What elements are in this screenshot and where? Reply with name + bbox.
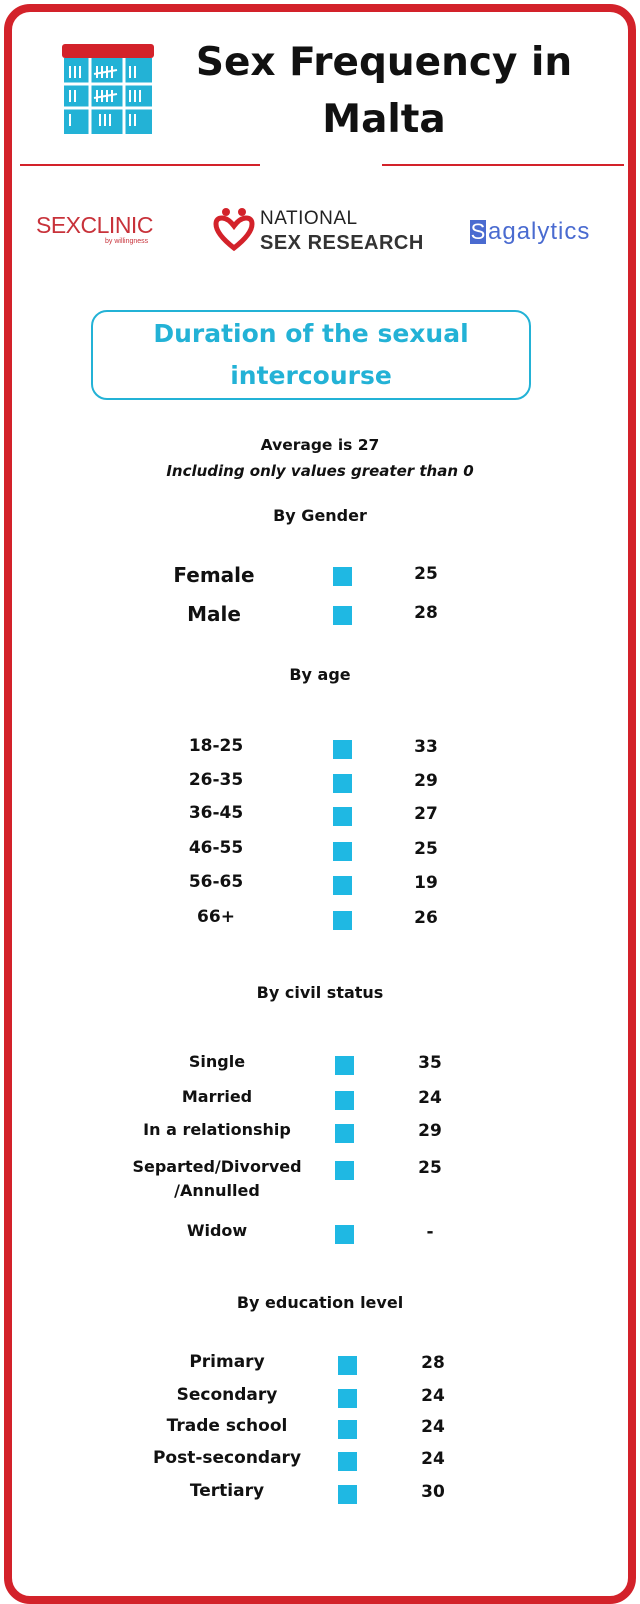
row-label-primary: Primary — [189, 1352, 265, 1372]
group-title-by-education-level: By education level — [236, 1293, 404, 1312]
row-marker-56-65 — [333, 876, 352, 895]
row-label-in-a-relationship: In a relationship — [143, 1120, 291, 1139]
row-label-18-25: 18-25 — [188, 736, 244, 756]
row-marker-tertiary — [338, 1485, 357, 1504]
row-marker-18-25 — [333, 740, 352, 759]
row-marker-post-secondary — [338, 1452, 357, 1471]
row-value-46-55: 25 — [414, 839, 438, 859]
row-label-post-secondary: Post-secondary — [152, 1448, 302, 1468]
row-label-46-55: 46-55 — [188, 838, 244, 858]
row-value-26-35: 29 — [414, 771, 438, 791]
sagalytics-logo-text: agalytics — [488, 218, 591, 245]
row-label-female: Female — [173, 563, 255, 587]
row-label-36-45: 36-45 — [188, 803, 244, 823]
average-note: Including only values greater than 0 — [166, 462, 474, 480]
row-label-trade-school: Trade school — [166, 1416, 288, 1436]
row-marker-primary — [338, 1356, 357, 1375]
group-title-by-gender: By Gender — [273, 506, 367, 525]
group-title-by-civil-status: By civil status — [256, 983, 384, 1002]
row-value-secondary: 24 — [421, 1386, 445, 1406]
nsr-logo-line1: NATIONAL — [260, 208, 358, 229]
sexclinic-logo-sub: by willingness — [105, 238, 149, 245]
row-marker-male — [333, 606, 352, 625]
row-marker-single — [335, 1056, 354, 1075]
row-label-single: Single — [188, 1052, 246, 1071]
row-label-56-65: 56-65 — [188, 872, 244, 892]
row-marker-in-a-relationship — [335, 1124, 354, 1143]
row-label-26-35: 26-35 — [188, 770, 244, 790]
row-label-male: Male — [187, 602, 241, 626]
row-value-18-25: 33 — [414, 737, 438, 757]
section-title-box: Duration of the sexual intercourse — [91, 310, 531, 400]
row-value-widow: - — [426, 1222, 434, 1242]
row-marker-married — [335, 1091, 354, 1110]
sexclinic-logo-bold: SEX — [36, 212, 81, 238]
row-marker-secondary — [338, 1389, 357, 1408]
row-label-tertiary: Tertiary — [189, 1481, 265, 1501]
row-marker-36-45 — [333, 807, 352, 826]
row-value-36-45: 27 — [414, 804, 438, 824]
calendar-tally-icon — [62, 44, 154, 134]
row-marker-66 — [333, 911, 352, 930]
sexclinic-logo-thin: CLINIC — [80, 212, 154, 238]
heart-logo-icon — [213, 208, 255, 252]
group-title-by-age: By age — [289, 665, 351, 684]
header-divider-right — [382, 164, 624, 166]
row-value-female: 25 — [414, 564, 438, 584]
row-value-married: 24 — [418, 1088, 442, 1108]
row-marker-trade-school — [338, 1420, 357, 1439]
section-title: Duration of the sexual intercourse — [153, 319, 469, 390]
page-title: Sex Frequency in Malta — [195, 40, 573, 142]
row-label-66: 66+ — [197, 907, 235, 927]
row-label-widow: Widow — [186, 1221, 248, 1240]
row-value-single: 35 — [418, 1053, 442, 1073]
row-marker-female — [333, 567, 352, 586]
row-value-66: 26 — [414, 908, 438, 928]
row-value-56-65: 19 — [414, 873, 438, 893]
nsr-logo-line2: SEX RESEARCH — [260, 232, 424, 254]
row-marker-26-35 — [333, 774, 352, 793]
row-value-male: 28 — [414, 603, 438, 623]
row-label-separted-divorved-annulled: Separted/Divorved/Annulled — [132, 1157, 302, 1200]
row-value-in-a-relationship: 29 — [418, 1121, 442, 1141]
row-marker-separted-divorved-annulled — [335, 1161, 354, 1180]
row-value-trade-school: 24 — [421, 1417, 445, 1437]
row-marker-46-55 — [333, 842, 352, 861]
row-label-married: Married — [181, 1087, 253, 1106]
row-value-post-secondary: 24 — [421, 1449, 445, 1469]
header-divider-left — [20, 164, 260, 166]
row-label-secondary: Secondary — [176, 1385, 278, 1405]
row-value-primary: 28 — [421, 1353, 445, 1373]
average-text: Average is 27 — [260, 436, 380, 454]
sagalytics-logo-mark: S — [470, 219, 486, 244]
row-marker-widow — [335, 1225, 354, 1244]
row-value-tertiary: 30 — [421, 1482, 445, 1502]
sexclinic-logo: SEXCLINIC — [36, 212, 153, 239]
row-value-separted-divorved-annulled: 25 — [418, 1158, 442, 1178]
